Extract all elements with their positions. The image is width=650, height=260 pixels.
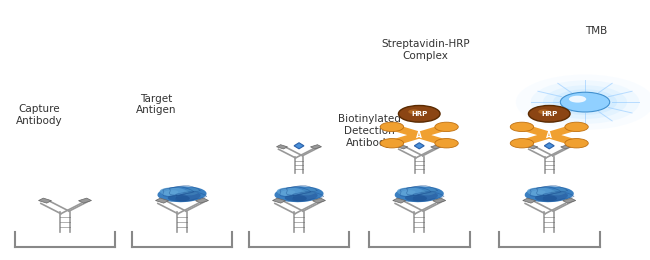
Text: A: A xyxy=(546,131,552,140)
Ellipse shape xyxy=(530,190,545,196)
Circle shape xyxy=(380,122,404,132)
Text: Capture
Antibody: Capture Antibody xyxy=(16,104,62,126)
Polygon shape xyxy=(155,198,168,203)
Polygon shape xyxy=(526,145,538,149)
Circle shape xyxy=(560,92,610,112)
Circle shape xyxy=(528,106,570,122)
Circle shape xyxy=(398,106,440,122)
Ellipse shape xyxy=(551,188,567,195)
Circle shape xyxy=(565,139,588,148)
Circle shape xyxy=(569,96,586,103)
Polygon shape xyxy=(396,145,408,149)
Circle shape xyxy=(565,122,588,132)
Circle shape xyxy=(543,85,627,119)
Ellipse shape xyxy=(176,192,201,202)
Ellipse shape xyxy=(535,195,557,202)
Circle shape xyxy=(510,122,534,132)
Ellipse shape xyxy=(543,192,568,202)
Ellipse shape xyxy=(400,190,415,196)
Polygon shape xyxy=(563,198,576,203)
Ellipse shape xyxy=(301,188,317,195)
Polygon shape xyxy=(313,198,326,203)
Circle shape xyxy=(435,139,458,148)
Polygon shape xyxy=(433,198,446,203)
Polygon shape xyxy=(561,145,572,149)
Text: HRP: HRP xyxy=(411,111,428,117)
Ellipse shape xyxy=(184,188,200,195)
Ellipse shape xyxy=(527,187,556,197)
Polygon shape xyxy=(311,145,322,149)
Ellipse shape xyxy=(413,192,438,202)
Circle shape xyxy=(516,74,650,130)
Ellipse shape xyxy=(395,186,444,202)
Polygon shape xyxy=(272,198,285,203)
Circle shape xyxy=(408,109,420,114)
Text: TMB: TMB xyxy=(585,26,607,36)
Ellipse shape xyxy=(277,187,305,197)
Ellipse shape xyxy=(160,187,188,197)
Circle shape xyxy=(530,80,640,124)
Polygon shape xyxy=(414,143,424,149)
Ellipse shape xyxy=(168,195,190,202)
Text: A: A xyxy=(416,131,422,140)
Text: Streptavidin-HRP
Complex: Streptavidin-HRP Complex xyxy=(382,39,470,61)
Polygon shape xyxy=(38,198,51,203)
Circle shape xyxy=(538,109,550,114)
Ellipse shape xyxy=(285,195,307,202)
Polygon shape xyxy=(523,198,536,203)
Circle shape xyxy=(510,139,534,148)
Circle shape xyxy=(435,122,458,132)
Ellipse shape xyxy=(397,187,426,197)
Text: HRP: HRP xyxy=(541,111,558,117)
Circle shape xyxy=(553,89,617,115)
Ellipse shape xyxy=(293,192,318,202)
Ellipse shape xyxy=(157,186,207,202)
Polygon shape xyxy=(393,198,406,203)
Polygon shape xyxy=(196,198,209,203)
Text: Target
Antigen: Target Antigen xyxy=(136,94,176,115)
Ellipse shape xyxy=(405,195,427,202)
Polygon shape xyxy=(544,143,554,149)
Polygon shape xyxy=(294,143,304,149)
Ellipse shape xyxy=(421,188,437,195)
Ellipse shape xyxy=(525,186,574,202)
Ellipse shape xyxy=(162,190,178,196)
Polygon shape xyxy=(79,198,92,203)
Ellipse shape xyxy=(274,186,324,202)
Ellipse shape xyxy=(280,190,295,196)
Polygon shape xyxy=(276,145,287,149)
Polygon shape xyxy=(431,145,442,149)
Circle shape xyxy=(380,139,404,148)
Text: Biotinylated
Detection
Antibody: Biotinylated Detection Antibody xyxy=(338,114,401,148)
